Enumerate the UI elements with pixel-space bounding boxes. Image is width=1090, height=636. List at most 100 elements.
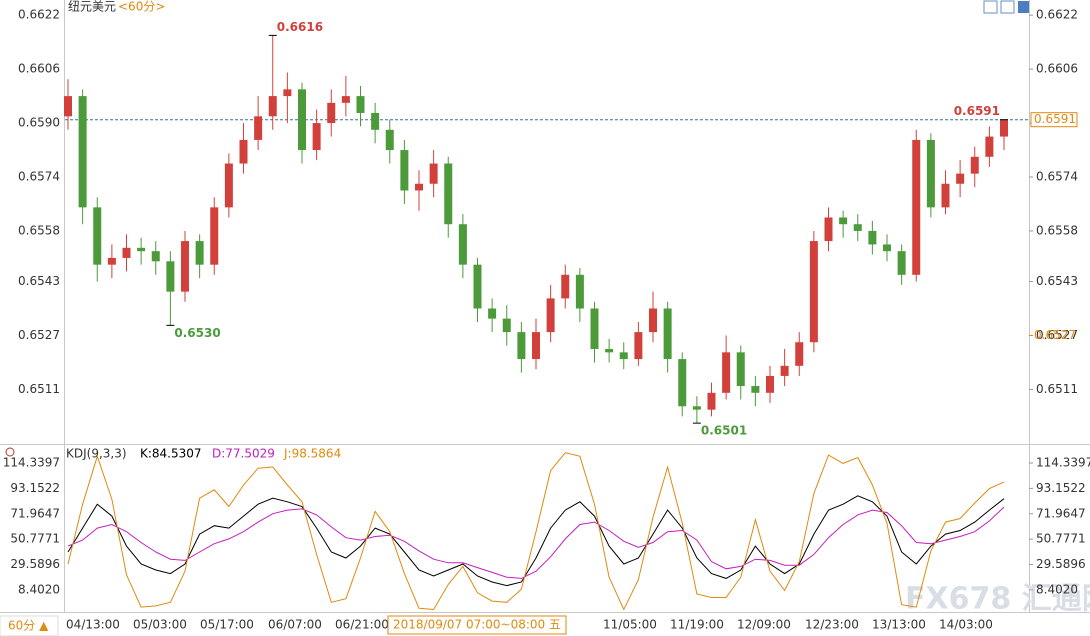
x-tick-label: 12/09:00 [737, 618, 791, 632]
y-tick-label-right: 0.6527 [1036, 328, 1078, 342]
y-tick-label: 0.6511 [18, 382, 60, 396]
candle-body [181, 241, 189, 292]
candle-body [327, 102, 336, 124]
crosshair-box [387, 615, 567, 635]
candle-body [1000, 119, 1008, 137]
candle-body [166, 261, 175, 292]
candle-body [736, 352, 745, 387]
candle-body [546, 298, 555, 333]
indicator-icon[interactable] [5, 447, 15, 457]
x-tick-label: 06/21:00 [335, 618, 389, 632]
candle-body [824, 217, 833, 242]
legend-entry: K:84.5307 [140, 447, 202, 461]
x-tick-label: 11/05:00 [603, 618, 657, 632]
candle-body [429, 163, 438, 184]
y-tick-label-right: 50.7771 [1036, 532, 1086, 546]
candle-body [312, 123, 321, 151]
candle-body [210, 207, 219, 265]
chart-period: <60分> [118, 0, 165, 14]
icon[interactable] [983, 0, 998, 14]
candle-body [970, 156, 979, 174]
y-tick-label-right: 0.6543 [1036, 274, 1078, 288]
y-tick-label: 0.6590 [18, 116, 60, 130]
candle-body [195, 241, 204, 265]
candle-body [298, 89, 306, 151]
candle-body [122, 247, 131, 258]
candle-body [766, 375, 774, 393]
y-tick-label-right: 114.3397 [1036, 456, 1090, 470]
candle-body [254, 116, 263, 140]
candle-body [268, 96, 277, 117]
x-tick-label: 04/13:00 [66, 618, 120, 632]
candle-body [649, 308, 657, 333]
kdj-line [67, 452, 1005, 611]
y-tick-label: 50.7771 [10, 532, 60, 546]
candle-body [224, 163, 233, 208]
x-tick-label: 05/03:00 [133, 618, 187, 632]
candle-body [488, 308, 497, 319]
candle-body [385, 129, 394, 151]
y-tick-label: 0.6527 [18, 328, 60, 342]
candle-body [619, 352, 628, 360]
y-tick-label-right: 0.6558 [1036, 223, 1078, 237]
candle-body [561, 274, 570, 299]
candle-body [941, 183, 950, 208]
y-tick-label: 71.9647 [10, 506, 60, 520]
x-tick-label: 05/17:00 [200, 618, 254, 632]
watermark: FX678 汇通网 [905, 582, 1090, 617]
period-button-label[interactable]: 60分 ▲ [8, 619, 49, 633]
x-tick-label: 13/13:00 [872, 618, 926, 632]
y-tick-label-right: 71.9647 [1036, 506, 1086, 520]
candle-body [137, 247, 146, 252]
icon[interactable] [1018, 1, 1029, 13]
candle-body [78, 96, 87, 208]
candle-body [897, 251, 906, 275]
candle-body [575, 274, 584, 309]
period-button[interactable] [0, 615, 59, 636]
candle-body [400, 150, 409, 191]
candle-body [239, 139, 248, 164]
candle-body [692, 406, 701, 410]
candle-body [809, 241, 818, 343]
y-tick-label: 93.1522 [10, 481, 60, 495]
y-tick-label: 0.6558 [18, 223, 60, 237]
candle-body [502, 318, 511, 333]
legend-entry: J:98.5864 [283, 447, 341, 461]
y-tick-label-right: 0.6574 [1036, 170, 1078, 184]
candle-body [883, 244, 891, 252]
x-tick-label: 14/03:00 [939, 618, 993, 632]
candle-body [634, 332, 643, 360]
y-tick-label: 0.6622 [18, 8, 60, 22]
candle-body [663, 308, 672, 360]
y-tick-label-right: 8.4020 [1036, 582, 1078, 596]
candle-body [795, 342, 804, 366]
candle-body [853, 224, 862, 231]
y-tick-label-right: 0.6622 [1036, 8, 1078, 22]
candle-body [926, 139, 935, 208]
y-tick-label-right: 29.5896 [1036, 557, 1086, 571]
candle-body [868, 230, 877, 245]
extreme-label: 0.6591 [954, 104, 1000, 118]
candle-body [605, 348, 614, 353]
candle-body [458, 224, 467, 265]
price-marker-label: 0.6527 [1034, 328, 1076, 342]
extreme-label: 0.6616 [277, 20, 323, 34]
y-tick-label: 29.5896 [10, 557, 60, 571]
icon[interactable] [1000, 0, 1015, 14]
candle-body [151, 251, 160, 262]
candle-body [64, 96, 72, 117]
indicator-title: KDJ(9,3,3) [66, 447, 127, 461]
candle-body [107, 257, 116, 265]
toolbar-icons[interactable] [983, 0, 1029, 14]
crosshair-time: 2018/09/07 07:00~08:00 五 [393, 618, 561, 632]
y-tick-label: 8.4020 [18, 582, 60, 596]
candle-body [283, 89, 292, 97]
candle-body [839, 217, 848, 225]
candle-body [678, 359, 687, 407]
candle-body [371, 112, 380, 130]
candle-body [356, 96, 365, 113]
y-tick-label-right: 0.6511 [1036, 382, 1078, 396]
candle-body [517, 332, 526, 360]
extreme-label: 0.6501 [701, 424, 747, 438]
